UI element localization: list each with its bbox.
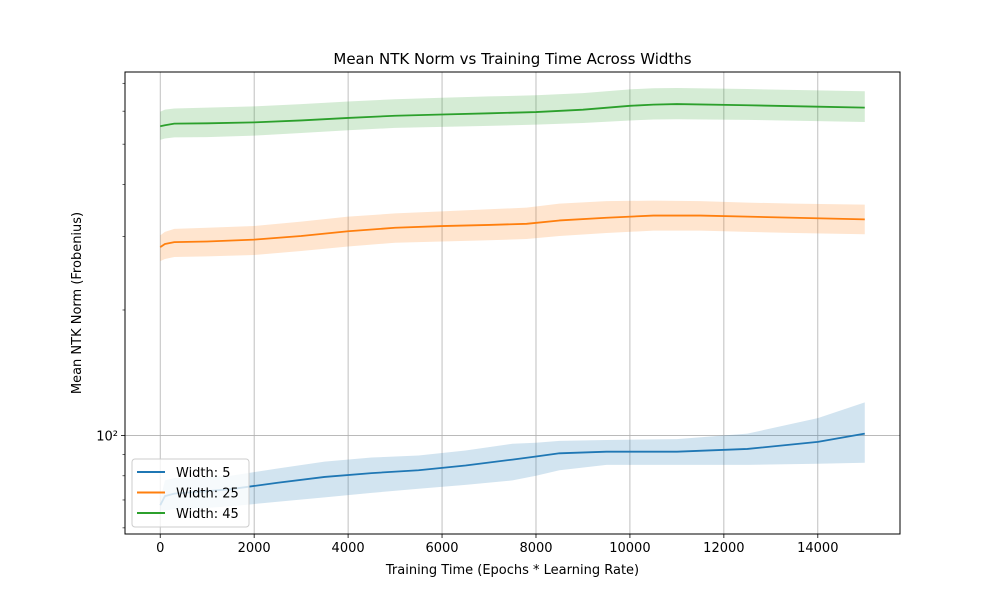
x-tick-label: 6000 <box>425 541 458 556</box>
y-axis-label: Mean NTK Norm (Frobenius) <box>70 212 85 394</box>
confidence-band <box>160 87 865 140</box>
x-tick-label: 12000 <box>703 541 744 556</box>
x-tick-label: 2000 <box>238 541 271 556</box>
x-axis-label: Training Time (Epochs * Learning Rate) <box>385 563 639 578</box>
y-axis-ticks: 10² <box>96 82 125 529</box>
x-tick-label: 8000 <box>519 541 552 556</box>
legend-label: Width: 25 <box>176 487 239 502</box>
legend-label: Width: 45 <box>176 507 239 522</box>
chart-title: Mean NTK Norm vs Training Time Across Wi… <box>333 50 691 68</box>
series-line <box>160 103 865 128</box>
x-tick-label: 14000 <box>797 541 838 556</box>
x-axis-ticks: 0 2000 4000 6000 8000 10000 12000 14000 <box>156 534 838 556</box>
grid <box>125 72 900 534</box>
series-line <box>159 214 865 248</box>
plot-frame <box>124 71 901 535</box>
y-tick-label: 10² <box>96 429 118 444</box>
legend: Width: 5 Width: 25 Width: 45 <box>131 458 250 528</box>
legend-label: Width: 5 <box>176 466 231 481</box>
x-tick-label: 4000 <box>332 541 365 556</box>
confidence-band <box>160 402 865 511</box>
legend-box <box>131 458 250 528</box>
x-tick-label: 10000 <box>609 541 650 556</box>
x-tick-label: 0 <box>156 541 164 556</box>
